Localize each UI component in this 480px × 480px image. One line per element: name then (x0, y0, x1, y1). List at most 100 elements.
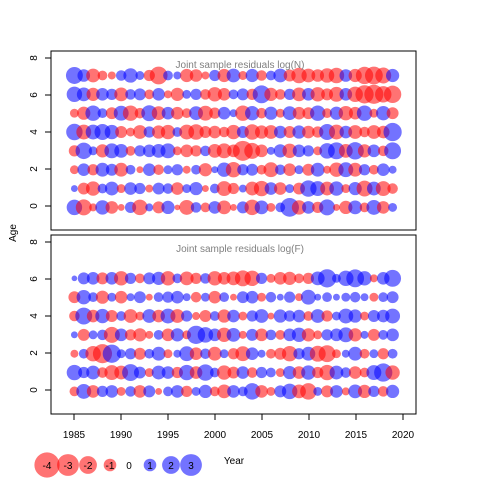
residual-bubble (172, 146, 182, 156)
residual-bubble (291, 200, 307, 215)
residual-bubble (236, 366, 250, 379)
residual-bubble (160, 271, 176, 286)
residual-bubble (88, 330, 98, 340)
residual-bubble (375, 181, 391, 196)
residual-bubble (341, 387, 350, 396)
residual-bubble (209, 69, 221, 82)
residual-bubble (126, 293, 135, 302)
legend-label: 1 (147, 461, 153, 472)
residual-bubble (201, 185, 209, 192)
residual-bubble (201, 71, 210, 80)
residual-bubble (190, 145, 202, 157)
residual-bubble (244, 270, 260, 287)
residual-bubble (367, 328, 380, 341)
residual-bubble (245, 106, 260, 121)
residual-bubble (219, 292, 230, 303)
residual-bubble (197, 327, 214, 343)
residual-bubble (237, 164, 249, 176)
size-legend: -4 -3 -2 -1 0 1 2 3 (34, 452, 202, 478)
y-tick-label: 2 (29, 166, 40, 172)
residual-bubble (75, 307, 93, 325)
residual-bubble (319, 199, 336, 216)
residual-bubble (369, 108, 379, 118)
residual-bubble (275, 329, 286, 340)
residual-bubble (341, 349, 350, 358)
residual-bubble (197, 364, 214, 381)
residual-bubble (162, 291, 174, 303)
residual-bubble (264, 106, 278, 120)
residual-bubble (322, 108, 332, 119)
residual-bubble (266, 202, 276, 212)
residual-bubble (71, 275, 78, 282)
residual-bubble (153, 329, 164, 340)
residual-bubble (143, 126, 155, 138)
residual-bubble (217, 384, 232, 399)
x-tick-label: 2020 (392, 430, 415, 441)
residual-bubble (383, 122, 402, 142)
residual-bubble (171, 164, 183, 176)
residual-bubble (386, 328, 399, 342)
residual-bubble (107, 292, 117, 302)
residual-bubble (160, 143, 176, 159)
residual-bubble (163, 165, 173, 175)
residual-bubble (188, 124, 204, 140)
residual-bubble (69, 108, 79, 118)
residual-bubble (313, 330, 323, 340)
residual-bubble (282, 106, 297, 121)
residual-bubble (134, 145, 146, 157)
residual-bubble (360, 311, 369, 321)
residual-bubble (302, 145, 314, 157)
residual-bubble (199, 126, 212, 138)
residual-bubble (246, 328, 259, 341)
x-tick-label: 2000 (204, 430, 227, 441)
residual-bubble (386, 107, 399, 120)
residual-bubble (115, 70, 127, 81)
residual-bubble (102, 344, 121, 363)
residual-bubble (77, 163, 91, 177)
residual-bubble (245, 68, 259, 83)
residual-bubble (246, 310, 258, 322)
residual-bubble (69, 165, 79, 175)
residual-bubble (198, 384, 213, 399)
residual-bubble (226, 327, 241, 342)
residual-bubble (310, 309, 325, 323)
residual-bubble (190, 272, 202, 284)
residual-bubble (246, 163, 259, 176)
residual-bubble (388, 165, 397, 174)
residual-bubble (218, 126, 230, 138)
residual-bubble (125, 145, 136, 156)
residual-bubble (145, 184, 154, 193)
residual-bubble (273, 182, 287, 195)
residual-bubble (219, 349, 229, 359)
residual-bubble (134, 182, 146, 195)
residual-bubble (180, 144, 194, 158)
residual-bubble (283, 365, 297, 380)
residual-bubble (375, 67, 392, 84)
residual-bubble (369, 349, 379, 359)
residual-bubble (332, 349, 341, 359)
residual-bubble (103, 326, 120, 343)
residual-bubble (339, 69, 353, 82)
residual-bubble (107, 71, 116, 80)
residual-bubble (378, 329, 389, 340)
residual-bubble (161, 328, 175, 342)
residual-bubble (181, 385, 193, 398)
residual-bubble (172, 273, 183, 284)
residual-bubble (293, 348, 305, 360)
residual-bubble (122, 364, 139, 381)
residual-bubble (321, 385, 334, 398)
residual-bubble (135, 311, 145, 321)
residual-bubble (302, 272, 314, 284)
residual-bubble (122, 105, 139, 121)
residual-bubble (145, 203, 154, 212)
residual-bubble (142, 309, 157, 323)
residual-bubble (321, 329, 333, 341)
residual-bubble (95, 290, 110, 304)
residual-bubble (125, 164, 136, 175)
residual-bubble (143, 272, 156, 285)
residual-bubble (339, 125, 353, 139)
residual-bubble (179, 199, 195, 215)
residual-bubble (265, 329, 277, 341)
residual-bubble (366, 199, 382, 215)
residual-bubble (310, 105, 326, 121)
